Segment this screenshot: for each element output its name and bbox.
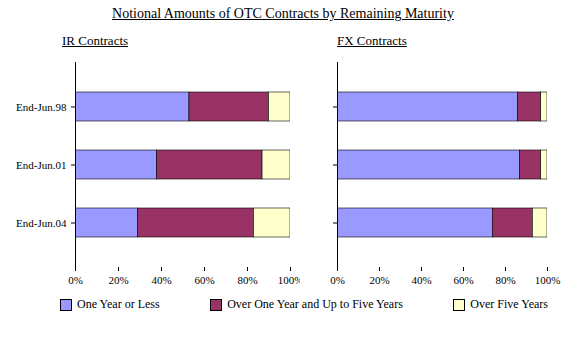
svg-text:0%: 0% xyxy=(330,274,345,286)
svg-text:80%: 80% xyxy=(495,274,515,286)
svg-text:100%: 100% xyxy=(278,274,300,286)
html-text:FX Contracts: FX Contracts xyxy=(337,33,407,48)
html-text:One Year or Less: One Year or Less xyxy=(77,297,160,311)
svg-text:20%: 20% xyxy=(369,274,389,286)
svg-text:End-Jun.01: End-Jun.01 xyxy=(16,159,66,171)
svg-text:End-Jun.98: End-Jun.98 xyxy=(16,101,67,113)
svg-text:60%: 60% xyxy=(194,274,214,286)
svg-text:40%: 40% xyxy=(411,274,431,286)
html-text:IR Contracts: IR Contracts xyxy=(62,33,129,48)
html-text:Over Five Years: Over Five Years xyxy=(470,297,548,311)
svg-text:20%: 20% xyxy=(108,274,128,286)
html-text:Notional Amounts of OTC Contra: Notional Amounts of OTC Contracts by Rem… xyxy=(112,6,454,21)
svg-text:40%: 40% xyxy=(151,274,171,286)
svg-text:80%: 80% xyxy=(237,274,257,286)
svg-text:60%: 60% xyxy=(453,274,473,286)
svg-text:100%: 100% xyxy=(535,274,561,286)
svg-text:End-Jun.04: End-Jun.04 xyxy=(16,217,67,229)
svg-text:0%: 0% xyxy=(68,274,83,286)
html-text:Over One Year and Up to Five Y: Over One Year and Up to Five Years xyxy=(227,297,403,311)
